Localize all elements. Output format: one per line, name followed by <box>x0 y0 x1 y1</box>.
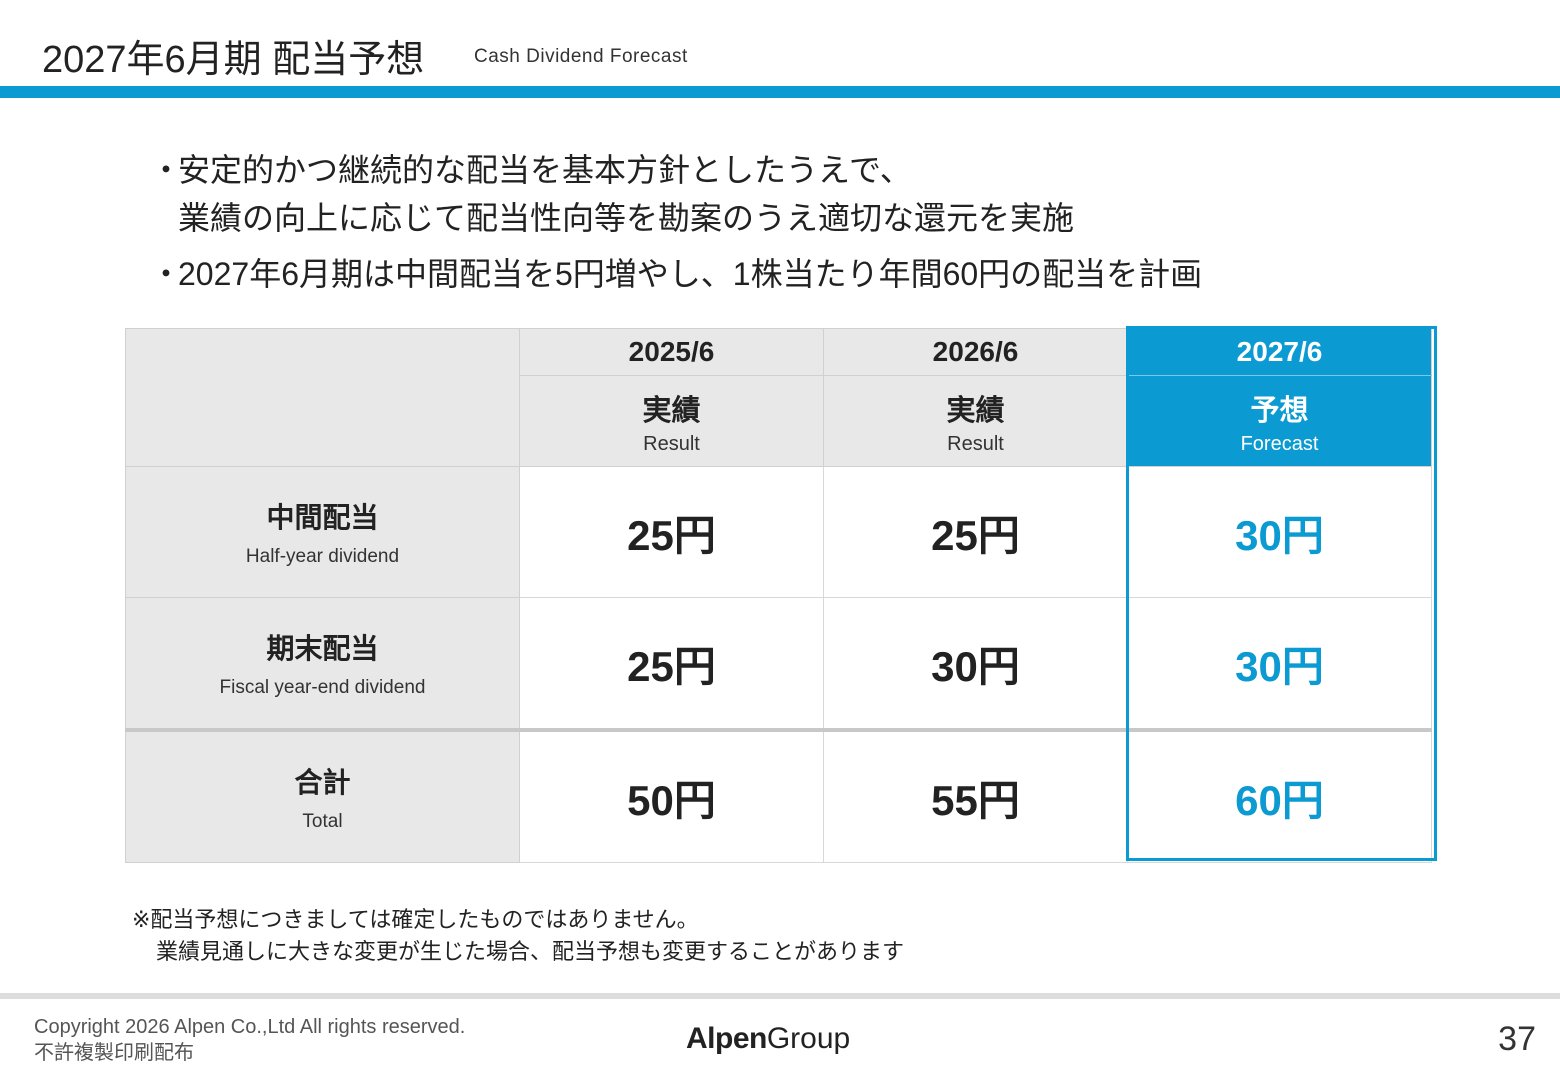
row-label-en: Total <box>302 811 343 832</box>
page-title: 2027年6月期 配当予想 <box>42 39 425 81</box>
page-number: 37 <box>1498 1020 1536 1058</box>
header-accent-bar <box>0 86 1560 98</box>
table-cell: 25円 <box>519 466 824 598</box>
column-year: 2026/6 <box>823 328 1128 376</box>
row-label-en: Half-year dividend <box>245 546 400 567</box>
table-cell: 55円 <box>823 728 1128 863</box>
footer-divider <box>0 993 1560 999</box>
dividend-table: 2025/6 2026/6 2027/6 実績 Result 実績 Result… <box>125 328 1432 863</box>
column-type-en: Result <box>947 432 1004 455</box>
table-header-row: 実績 Result 実績 Result 予想 Forecast <box>126 375 1432 467</box>
page-subtitle: Cash Dividend Forecast <box>474 46 688 67</box>
table-cell-forecast: 60円 <box>1127 728 1432 863</box>
bullet-line: 業績の向上に応じて配当性向等を勘案のうえ適切な還元を実施 <box>178 200 1075 236</box>
bullet-list: ・ 安定的かつ継続的な配当を基本方針としたうえで、 業績の向上に応じて配当性向等… <box>150 146 1450 298</box>
slide-header: 2027年6月期 配当予想 Cash Dividend Forecast <box>0 0 1560 100</box>
copyright: Copyright 2026 Alpen Co.,Ltd All rights … <box>34 1014 465 1066</box>
column-type-jp: 実績 <box>642 394 701 427</box>
column-year: 2025/6 <box>519 328 824 376</box>
bullet-line: 安定的かつ継続的な配当を基本方針としたうえで、 <box>178 152 912 188</box>
table-cell: 50円 <box>519 728 824 863</box>
column-year-forecast: 2027/6 <box>1127 328 1432 376</box>
row-label: 中間配当 Half-year dividend <box>125 466 520 598</box>
footnote: ※配当予想につきましては確定したものではありません。 業績見通しに大きな変更が生… <box>132 904 904 968</box>
table-cell: 30円 <box>823 597 1128 731</box>
table-row-total: 合計 Total 50円 55円 60円 <box>125 728 1432 863</box>
row-label-jp: 中間配当 <box>266 502 379 533</box>
column-type: 実績 Result <box>519 375 824 467</box>
table-cell-forecast: 30円 <box>1127 597 1432 731</box>
table-cell: 25円 <box>519 597 824 731</box>
column-type-en: Result <box>643 432 700 455</box>
bullet-marker: ・ <box>150 256 183 292</box>
bullet-item: ・ 安定的かつ継続的な配当を基本方針としたうえで、 業績の向上に応じて配当性向等… <box>150 146 1450 242</box>
column-type-en: Forecast <box>1240 432 1319 455</box>
table-header-row: 2025/6 2026/6 2027/6 <box>125 328 1432 467</box>
table-row: 期末配当 Fiscal year-end dividend 25円 30円 30… <box>125 597 1432 731</box>
footnote-line: ※配当予想につきましては確定したものではありません。 <box>132 907 699 932</box>
bullet-marker: ・ <box>150 152 183 188</box>
column-type-forecast: 予想 Forecast <box>1127 375 1432 467</box>
alpen-group-logo: AlpenGroup <box>686 1022 850 1056</box>
row-label: 期末配当 Fiscal year-end dividend <box>125 597 520 731</box>
table-cell-forecast: 30円 <box>1127 466 1432 598</box>
row-label: 合計 Total <box>125 728 520 863</box>
row-label-jp: 期末配当 <box>266 633 379 664</box>
table-corner-cell <box>125 328 520 467</box>
column-type-jp: 実績 <box>946 394 1005 427</box>
column-type: 実績 Result <box>823 375 1128 467</box>
table-row: 中間配当 Half-year dividend 25円 25円 30円 <box>125 466 1432 598</box>
logo-group: Group <box>766 1022 851 1055</box>
footnote-line: 業績見通しに大きな変更が生じた場合、配当予想も変更することがあります <box>156 939 905 964</box>
row-label-jp: 合計 <box>294 767 351 798</box>
table-cell: 25円 <box>823 466 1128 598</box>
column-type-jp: 予想 <box>1250 394 1309 427</box>
copyright-text: Copyright 2026 Alpen Co.,Ltd All rights … <box>34 1016 466 1038</box>
bullet-item: ・ 2027年6月期は中間配当を5円増やし、1株当たり年間60円の配当を計画 <box>150 250 1450 298</box>
reproduction-notice: 不許複製印刷配布 <box>34 1042 194 1064</box>
row-label-en: Fiscal year-end dividend <box>219 677 426 698</box>
logo-alpen: Alpen <box>686 1022 767 1055</box>
bullet-line: 2027年6月期は中間配当を5円増やし、1株当たり年間60円の配当を計画 <box>178 256 1203 292</box>
